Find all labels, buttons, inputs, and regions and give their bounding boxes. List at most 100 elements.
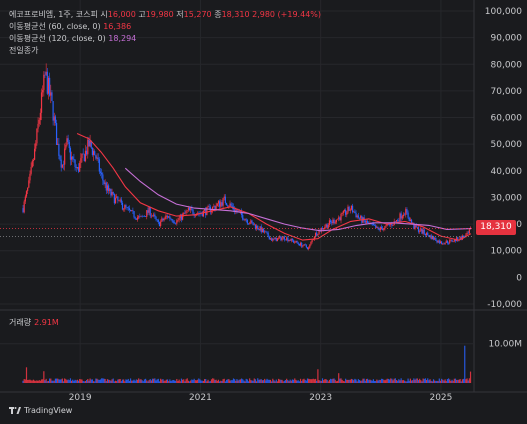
volume-bar xyxy=(356,381,358,383)
volume-bar xyxy=(242,379,244,383)
volume-bar xyxy=(221,381,223,383)
volume-bar xyxy=(76,379,78,383)
volume-bar xyxy=(172,379,174,383)
ma120-line xyxy=(124,167,472,232)
candle-body xyxy=(110,189,112,196)
ma60-label: 이동평균선 (60, close, 0) xyxy=(9,22,101,31)
volume-bar xyxy=(234,379,236,383)
volume-bar xyxy=(378,379,380,383)
volume-bar xyxy=(277,378,280,383)
candle-body xyxy=(252,222,254,226)
candle-body xyxy=(141,215,143,217)
volume-bar xyxy=(333,378,335,383)
candle-body xyxy=(157,219,159,223)
candle-body xyxy=(65,145,67,149)
volume-label: 거래량 xyxy=(9,318,32,327)
candle-body xyxy=(256,225,258,229)
candle-body xyxy=(425,232,428,236)
volume-bar xyxy=(331,379,333,383)
candle-body xyxy=(81,153,83,159)
candle-body xyxy=(212,206,214,211)
volume-bar xyxy=(104,378,106,383)
candle-body xyxy=(259,226,261,231)
volume-bar xyxy=(256,381,258,383)
volume-bar xyxy=(295,379,297,383)
volume-bar xyxy=(317,369,319,383)
candle-body xyxy=(239,211,242,212)
volume-bar xyxy=(42,379,44,383)
volume-bar xyxy=(202,380,205,383)
candle-body xyxy=(221,202,223,206)
candle-body xyxy=(353,211,355,213)
price-tick-label: 50,000 xyxy=(491,140,523,150)
candle-body xyxy=(131,210,133,212)
volume-bar xyxy=(29,379,31,383)
candle-body xyxy=(61,164,63,168)
candle-body xyxy=(45,71,47,75)
candle-body xyxy=(326,224,328,228)
candle-body xyxy=(467,232,469,234)
candle-body xyxy=(375,225,377,228)
candle-body xyxy=(405,209,407,215)
candles xyxy=(22,63,472,251)
volume-bar xyxy=(70,380,73,383)
candle-body xyxy=(327,224,329,228)
candle-body xyxy=(447,243,450,244)
candle-body xyxy=(201,213,203,217)
candle-body xyxy=(92,151,95,155)
volume-bar xyxy=(187,380,189,383)
candle-body xyxy=(30,166,32,174)
candle-body xyxy=(80,158,82,164)
volume-bar xyxy=(328,379,331,383)
volume-bar xyxy=(185,379,187,383)
volume-bar xyxy=(253,378,255,383)
ma120-value: 18,294 xyxy=(108,34,137,43)
candle-body xyxy=(188,208,191,210)
candle-body xyxy=(111,192,113,196)
volume-bar xyxy=(297,380,299,383)
candle-body xyxy=(314,232,317,237)
ma60-value: 16,386 xyxy=(103,22,132,31)
candle-body xyxy=(95,155,97,159)
candle-body xyxy=(112,192,114,194)
candle-body xyxy=(457,237,459,241)
volume-bar xyxy=(330,378,332,383)
candle-body xyxy=(74,159,76,167)
candle-body xyxy=(267,232,269,237)
candle-body xyxy=(62,164,65,166)
volume-bar xyxy=(354,378,356,383)
volume-bar xyxy=(274,381,276,383)
volume-bar xyxy=(443,380,445,383)
volume-bar xyxy=(362,378,364,383)
volume-tick-label: 10.00M xyxy=(488,340,522,350)
candle-body xyxy=(328,220,331,225)
volume-bar xyxy=(442,379,444,383)
candle-body xyxy=(90,140,92,148)
volume-bar xyxy=(59,379,61,383)
candle-body xyxy=(224,196,226,203)
volume-bar xyxy=(251,380,253,383)
volume-bar xyxy=(305,380,307,383)
volume-bar xyxy=(180,378,183,383)
candle-body xyxy=(305,245,307,248)
candle-body xyxy=(171,219,173,222)
volume-bar xyxy=(84,381,87,383)
volume-bar xyxy=(38,380,40,383)
candle-body xyxy=(360,216,362,219)
volume-bar xyxy=(413,378,415,383)
volume-bar xyxy=(451,379,453,383)
volume-bar xyxy=(46,381,48,383)
volume-bar xyxy=(325,379,327,383)
candle-body xyxy=(166,216,169,218)
volume-bar xyxy=(154,378,156,383)
volume-bar xyxy=(311,379,313,383)
volume-bar xyxy=(31,380,33,383)
candle-body xyxy=(238,210,240,212)
legend-symbol-row: 에코프로비엠, 1주, 코스피 시16,000 고19,980 저15,270 … xyxy=(9,9,321,21)
candle-body xyxy=(160,221,162,227)
volume-bar xyxy=(464,345,466,383)
candle-body xyxy=(253,224,255,226)
volume-bar xyxy=(91,379,94,383)
candle-body xyxy=(417,227,420,232)
